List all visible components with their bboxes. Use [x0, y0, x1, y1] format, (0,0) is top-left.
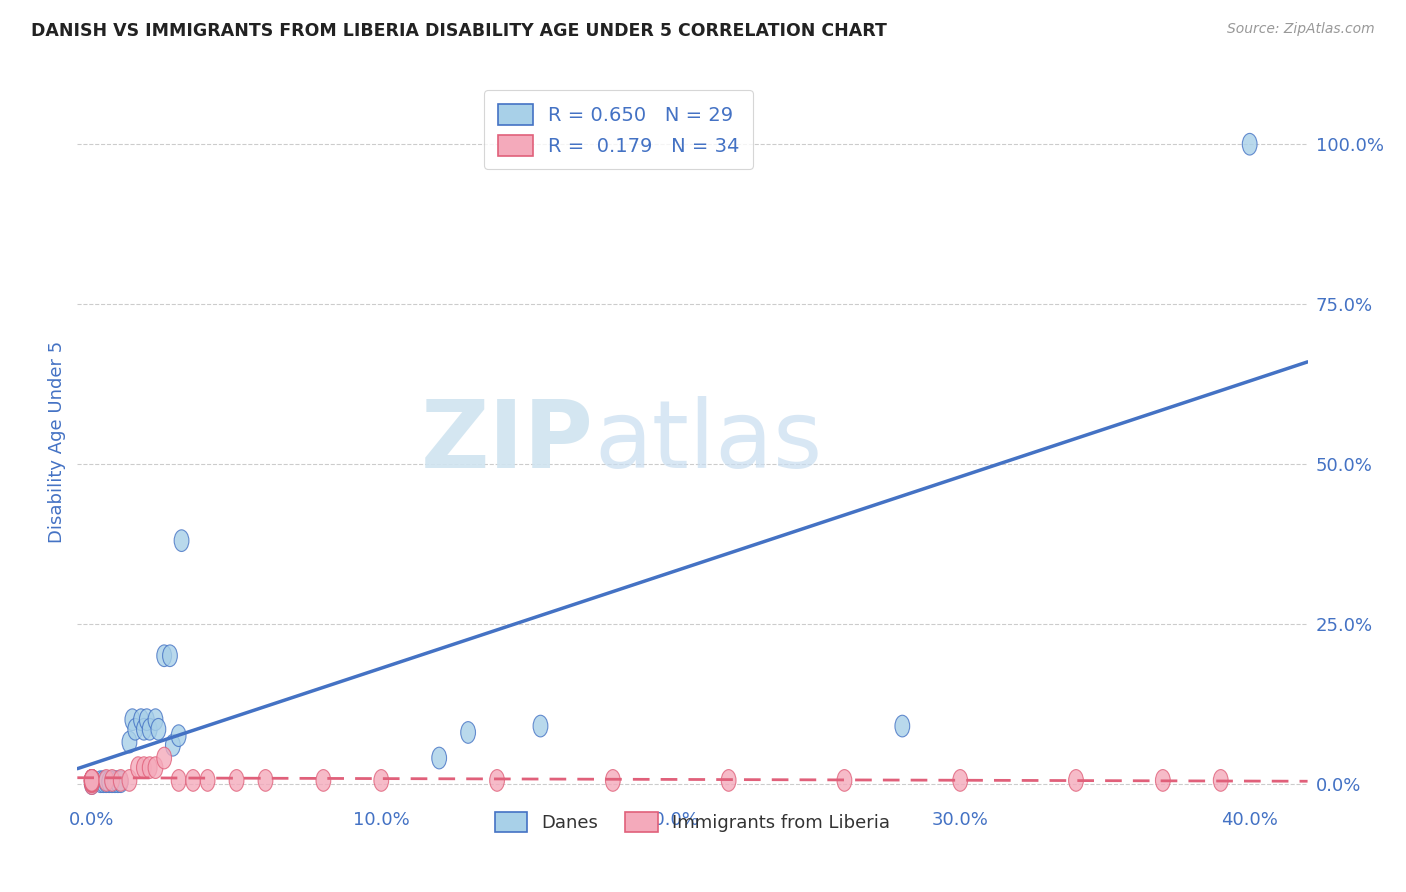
Ellipse shape	[125, 709, 139, 731]
Ellipse shape	[606, 770, 620, 791]
Ellipse shape	[172, 725, 186, 747]
Ellipse shape	[84, 770, 100, 791]
Ellipse shape	[128, 718, 142, 740]
Ellipse shape	[93, 771, 108, 792]
Ellipse shape	[148, 756, 163, 779]
Ellipse shape	[104, 771, 120, 792]
Ellipse shape	[84, 770, 100, 791]
Ellipse shape	[84, 772, 100, 795]
Ellipse shape	[84, 771, 100, 792]
Ellipse shape	[84, 771, 100, 792]
Ellipse shape	[136, 718, 152, 740]
Ellipse shape	[111, 771, 125, 792]
Ellipse shape	[157, 645, 172, 666]
Ellipse shape	[84, 770, 100, 791]
Ellipse shape	[96, 771, 111, 792]
Ellipse shape	[104, 770, 120, 791]
Ellipse shape	[101, 771, 117, 792]
Ellipse shape	[200, 770, 215, 791]
Ellipse shape	[172, 770, 186, 791]
Ellipse shape	[259, 770, 273, 791]
Ellipse shape	[1156, 770, 1170, 791]
Ellipse shape	[489, 770, 505, 791]
Ellipse shape	[114, 770, 128, 791]
Ellipse shape	[114, 771, 128, 792]
Ellipse shape	[136, 756, 152, 779]
Ellipse shape	[84, 770, 100, 791]
Text: atlas: atlas	[595, 395, 823, 488]
Ellipse shape	[84, 770, 100, 791]
Ellipse shape	[953, 770, 967, 791]
Ellipse shape	[163, 645, 177, 666]
Ellipse shape	[142, 718, 157, 740]
Ellipse shape	[122, 770, 136, 791]
Ellipse shape	[1213, 770, 1227, 791]
Ellipse shape	[84, 770, 100, 791]
Ellipse shape	[837, 770, 852, 791]
Ellipse shape	[108, 771, 122, 792]
Ellipse shape	[1069, 770, 1084, 791]
Text: ZIP: ZIP	[422, 395, 595, 488]
Ellipse shape	[98, 770, 114, 791]
Ellipse shape	[461, 722, 475, 743]
Ellipse shape	[174, 530, 188, 551]
Ellipse shape	[150, 718, 166, 740]
Ellipse shape	[896, 715, 910, 737]
Ellipse shape	[84, 770, 100, 791]
Y-axis label: Disability Age Under 5: Disability Age Under 5	[48, 341, 66, 542]
Ellipse shape	[186, 770, 201, 791]
Ellipse shape	[1243, 134, 1257, 155]
Ellipse shape	[134, 709, 149, 731]
Ellipse shape	[432, 747, 447, 769]
Ellipse shape	[142, 756, 157, 779]
Ellipse shape	[98, 771, 114, 792]
Ellipse shape	[139, 709, 155, 731]
Ellipse shape	[229, 770, 243, 791]
Ellipse shape	[84, 770, 100, 791]
Ellipse shape	[122, 731, 136, 753]
Ellipse shape	[374, 770, 388, 791]
Legend: Danes, Immigrants from Liberia: Danes, Immigrants from Liberia	[482, 799, 903, 845]
Ellipse shape	[316, 770, 330, 791]
Ellipse shape	[721, 770, 735, 791]
Text: DANISH VS IMMIGRANTS FROM LIBERIA DISABILITY AGE UNDER 5 CORRELATION CHART: DANISH VS IMMIGRANTS FROM LIBERIA DISABI…	[31, 22, 887, 40]
Ellipse shape	[131, 756, 145, 779]
Ellipse shape	[533, 715, 548, 737]
Ellipse shape	[148, 709, 163, 731]
Ellipse shape	[84, 772, 100, 795]
Ellipse shape	[157, 747, 172, 769]
Text: Source: ZipAtlas.com: Source: ZipAtlas.com	[1227, 22, 1375, 37]
Ellipse shape	[166, 734, 180, 756]
